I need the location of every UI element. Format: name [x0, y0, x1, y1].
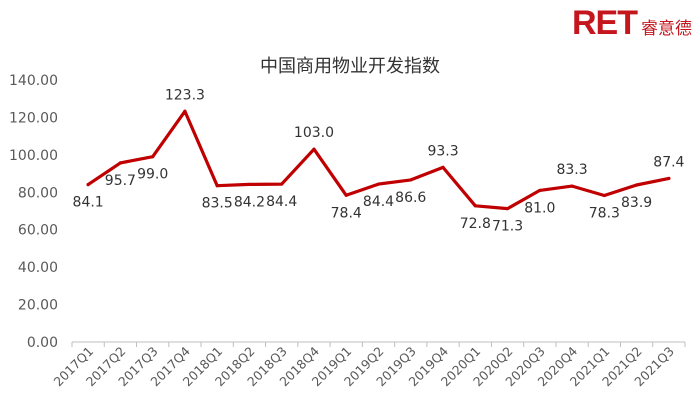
data-label: 84.4 — [363, 194, 394, 210]
y-axis: 0.00 20.00 40.00 60.00 80.00 100.00 120.00 140.… — [9, 73, 58, 351]
data-label: 84.1 — [73, 195, 104, 211]
data-label: 71.3 — [492, 219, 523, 235]
data-label: 83.3 — [556, 162, 587, 178]
y-tick-label: 120.00 — [9, 110, 58, 126]
data-label: 95.7 — [105, 173, 136, 189]
data-point — [151, 155, 155, 159]
data-label: 99.0 — [137, 167, 168, 183]
data-label: 78.3 — [589, 205, 620, 221]
y-tick-label: 80.00 — [18, 185, 58, 201]
data-label: 123.3 — [165, 87, 205, 103]
data-label: 93.3 — [427, 143, 458, 159]
data-point — [473, 204, 477, 208]
data-label: 72.8 — [460, 216, 491, 232]
y-tick-label: 100.00 — [9, 148, 58, 164]
data-label: 84.4 — [266, 194, 297, 210]
logo-mark: RET — [572, 4, 638, 42]
data-point — [538, 188, 542, 193]
data-label: 83.5 — [202, 196, 233, 212]
y-tick-label: 60.00 — [18, 223, 58, 239]
data-point — [602, 193, 606, 198]
data-label: 83.9 — [621, 195, 652, 211]
data-point — [441, 165, 445, 169]
data-label: 81.0 — [524, 200, 555, 216]
brand-logo: RET 睿意德 — [572, 4, 692, 43]
data-label: 78.4 — [331, 205, 362, 221]
data-point — [118, 161, 122, 165]
data-point — [409, 178, 413, 182]
y-tick-label: 140.00 — [9, 73, 58, 89]
data-label: 86.6 — [395, 190, 426, 206]
data-point — [667, 176, 671, 181]
series-line-group — [86, 109, 671, 211]
x-axis: 2017Q12017Q22017Q32017Q42018Q12018Q22018… — [51, 341, 686, 389]
y-tick-label: 20.00 — [18, 298, 58, 314]
data-point — [215, 184, 219, 188]
logo-name: 睿意德 — [641, 19, 692, 39]
data-point — [312, 147, 316, 151]
data-point — [183, 109, 187, 113]
data-point — [570, 184, 574, 188]
data-point — [635, 183, 639, 187]
data-label: 103.0 — [294, 125, 334, 141]
chart-title: 中国商用物业开发指数 — [260, 56, 440, 77]
data-point — [280, 182, 284, 186]
data-point — [247, 182, 252, 187]
data-label: 87.4 — [653, 154, 684, 170]
y-tick-label: 40.00 — [18, 260, 58, 276]
data-point — [344, 193, 348, 197]
data-point — [86, 183, 90, 187]
data-label: 84.2 — [234, 194, 265, 210]
data-point — [505, 206, 510, 211]
y-tick-label: 0.00 — [27, 335, 58, 351]
data-point — [376, 182, 381, 186]
